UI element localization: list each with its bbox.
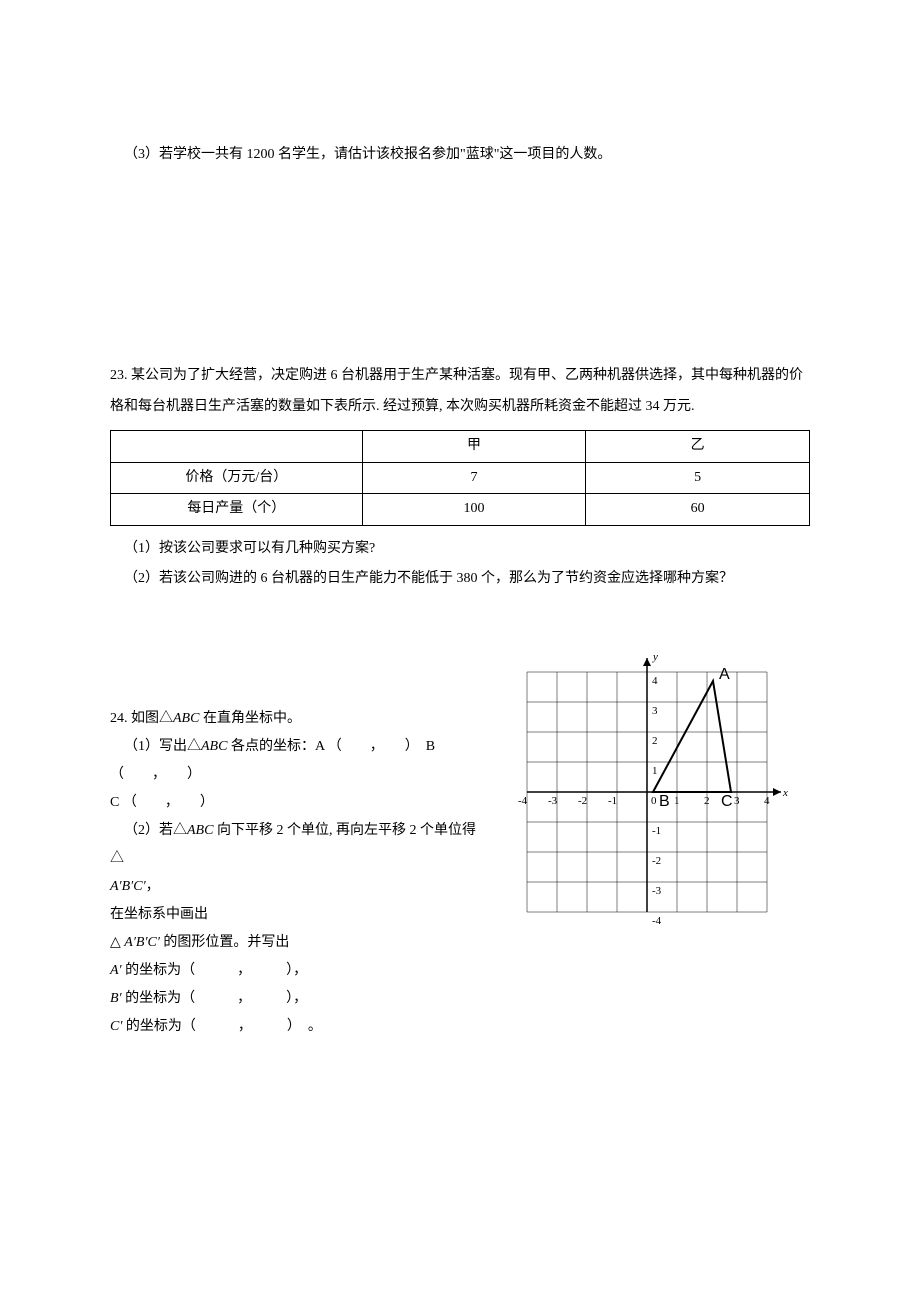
q23-part2: （2）若该公司购进的 6 台机器的日生产能力不能低于 380 个，那么为了节约资… [110, 564, 810, 595]
q23-part1: （1）按该公司要求可以有几种购买方案? [110, 534, 810, 565]
q23-intro: 23. 某公司为了扩大经营，决定购进 6 台机器用于生产某种活塞。现有甲、乙两种… [110, 361, 810, 423]
q24-text: 24. 如图△ABC 在直角坐标中。 （1）写出△ABC 各点的坐标：A （ ，… [110, 705, 487, 1041]
table-cell: 5 [586, 462, 810, 493]
table-cell: 60 [586, 494, 810, 525]
svg-text:3: 3 [734, 795, 740, 807]
q22-part3-text: （3）若学校一共有 1200 名学生，请估计该校报名参加"蓝球"这一项目的人数。 [110, 140, 810, 171]
svg-text:-1: -1 [652, 825, 661, 837]
svg-text:-3: -3 [652, 885, 662, 897]
svg-text:4: 4 [764, 795, 770, 807]
q24-block: 24. 如图△ABC 在直角坐标中。 （1）写出△ABC 各点的坐标：A （ ，… [110, 705, 810, 1041]
q24-part1: （1）写出△ABC 各点的坐标：A （ ， ） B （ ， ） [110, 733, 487, 789]
q24-part2: （2）若△ABC 向下平移 2 个单位, 再向左平移 2 个单位得△ [110, 817, 487, 873]
svg-text:-2: -2 [578, 795, 587, 807]
svg-text:3: 3 [652, 705, 658, 717]
svg-text:-1: -1 [608, 795, 617, 807]
table-cell: 每日产量（个） [111, 494, 363, 525]
svg-text:-4: -4 [518, 795, 528, 807]
svg-text:2: 2 [704, 795, 710, 807]
table-cell: 7 [362, 462, 586, 493]
svg-text:0: 0 [651, 795, 657, 807]
q24-cp-line: C′ 的坐标为（ ， ） 。 [110, 1013, 487, 1041]
q23-block: 23. 某公司为了扩大经营，决定购进 6 台机器用于生产某种活塞。现有甲、乙两种… [110, 361, 810, 595]
table-cell: 乙 [586, 431, 810, 462]
table-row: 甲 乙 [111, 431, 810, 462]
q24-part2b: A′B′C′， [110, 873, 487, 901]
svg-text:B: B [659, 793, 670, 810]
q24-bp-line: B′ 的坐标为（ ， ）， [110, 985, 487, 1013]
table-cell: 100 [362, 494, 586, 525]
table-row: 价格（万元/台） 7 5 [111, 462, 810, 493]
q24-intro: 24. 如图△ABC 在直角坐标中。 [110, 705, 487, 733]
table-cell [111, 431, 363, 462]
q24-chart: x y -4 -3 -2 -1 1 2 3 4 -4 -3 -2 -1 1 2 3 4 0 A B C [505, 650, 810, 934]
table-cell: 甲 [362, 431, 586, 462]
svg-text:x: x [782, 787, 788, 799]
table-cell: 价格（万元/台） [111, 462, 363, 493]
svg-text:y: y [652, 651, 658, 663]
svg-text:1: 1 [652, 765, 658, 777]
q24-ap-line: A′ 的坐标为（ ， ）， [110, 957, 487, 985]
table-row: 每日产量（个） 100 60 [111, 494, 810, 525]
svg-text:-3: -3 [548, 795, 558, 807]
coordinate-grid-svg: x y -4 -3 -2 -1 1 2 3 4 -4 -3 -2 -1 1 2 3 4 0 A B C [505, 650, 789, 934]
q24-draw: 在坐标系中画出 [110, 901, 487, 929]
svg-text:4: 4 [652, 675, 658, 687]
q24-part1c: C （ ， ） [110, 789, 487, 817]
svg-text:-2: -2 [652, 855, 661, 867]
svg-text:2: 2 [652, 735, 658, 747]
svg-text:1: 1 [674, 795, 680, 807]
q23-table: 甲 乙 价格（万元/台） 7 5 每日产量（个） 100 60 [110, 430, 810, 525]
svg-text:A: A [719, 666, 730, 683]
svg-text:-4: -4 [652, 915, 662, 927]
q24-draw2: △ A′B′C′ 的图形位置。并写出 [110, 929, 487, 957]
svg-text:C: C [721, 793, 733, 810]
